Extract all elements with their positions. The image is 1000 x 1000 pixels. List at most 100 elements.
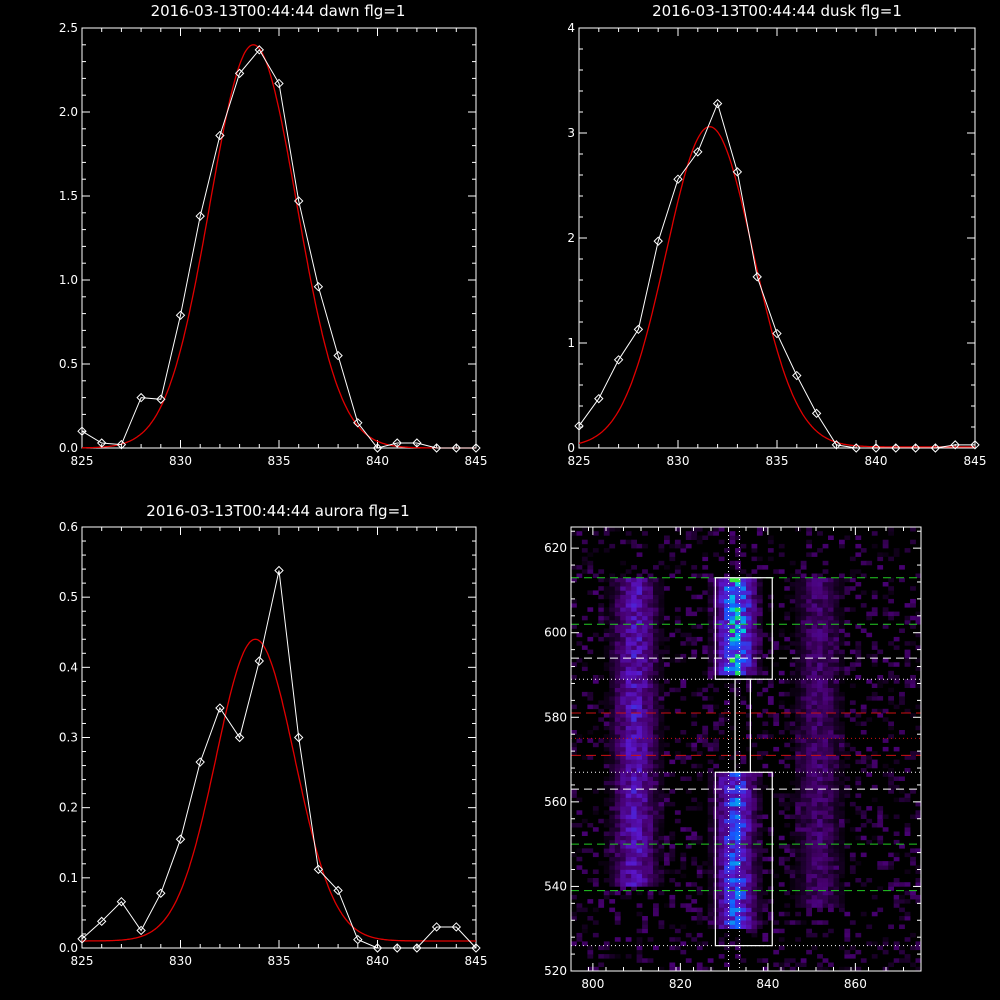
heatmap-pixel bbox=[664, 691, 670, 697]
heatmap-pixel bbox=[658, 742, 665, 748]
heatmap-pixel bbox=[756, 577, 763, 583]
heatmap-pixel bbox=[822, 700, 829, 705]
heatmap-pixel bbox=[603, 649, 610, 655]
heatmap-pixel bbox=[707, 835, 714, 841]
heatmap-pixel bbox=[756, 844, 763, 849]
heatmap-pixel bbox=[713, 670, 719, 676]
heatmap-pixel bbox=[729, 797, 736, 803]
heatmap-pixel bbox=[882, 607, 889, 612]
heatmap-pixel bbox=[740, 882, 747, 887]
heatmap-pixel bbox=[844, 793, 851, 798]
heatmap-pixel bbox=[822, 658, 829, 663]
heatmap-pixel bbox=[718, 941, 725, 946]
heatmap-pixel bbox=[669, 632, 676, 638]
heatmap-pixel bbox=[718, 645, 725, 650]
heatmap-pixel bbox=[609, 776, 616, 781]
heatmap-pixel bbox=[740, 772, 747, 777]
heatmap-pixel bbox=[806, 865, 812, 870]
heatmap-pixel bbox=[800, 675, 807, 680]
dusk-data-point bbox=[752, 272, 762, 282]
heatmap-pixel bbox=[839, 670, 845, 676]
heatmap-pixel bbox=[576, 865, 583, 870]
heatmap-pixel bbox=[707, 894, 714, 900]
heatmap-pixel bbox=[806, 831, 812, 836]
heatmap-pixel bbox=[828, 899, 834, 904]
heatmap-pixel bbox=[849, 746, 856, 752]
heatmap-pixel bbox=[691, 763, 698, 769]
heatmap-pixel bbox=[817, 708, 823, 714]
heatmap-pixel bbox=[631, 628, 637, 633]
heatmap-pixel bbox=[746, 818, 752, 824]
heatmap-pixel bbox=[795, 789, 801, 794]
heatmap-pixel bbox=[642, 920, 648, 925]
heatmap-pixel bbox=[707, 620, 714, 625]
heatmap-pixel bbox=[653, 763, 659, 769]
heatmap-pixel bbox=[631, 856, 637, 862]
heatmap-pixel bbox=[893, 784, 900, 790]
heatmap-pixel bbox=[625, 658, 632, 663]
heatmap-pixel bbox=[800, 886, 807, 891]
heatmap-pixel bbox=[669, 658, 676, 663]
heatmap-pixel bbox=[636, 958, 643, 963]
heatmap-pixel bbox=[806, 607, 812, 612]
heatmap-pixel bbox=[653, 911, 659, 917]
heatmap-pixel bbox=[620, 670, 626, 676]
dusk-xtick-label: 825 bbox=[568, 454, 591, 468]
heatmap-pixel bbox=[696, 772, 703, 777]
heatmap-pixel bbox=[822, 662, 829, 667]
heatmap-pixel bbox=[664, 636, 670, 642]
heatmap-pixel bbox=[713, 911, 719, 917]
heatmap-pixel bbox=[822, 831, 829, 836]
heatmap-pixel bbox=[636, 801, 643, 807]
heatmap-pixel bbox=[642, 603, 648, 608]
heatmap-pixel bbox=[680, 696, 687, 701]
heatmap-pixel bbox=[696, 966, 703, 971]
dawn-data-point bbox=[175, 310, 186, 320]
heatmap-pixel bbox=[839, 620, 845, 625]
heatmap-pixel bbox=[658, 966, 665, 971]
heatmap-pixel bbox=[789, 738, 796, 743]
heatmap-pixel bbox=[631, 594, 637, 600]
heatmap-pixel bbox=[877, 556, 884, 562]
heatmap-pixel bbox=[636, 590, 643, 595]
heatmap-pixel bbox=[718, 780, 725, 786]
heatmap-pixel bbox=[839, 945, 845, 951]
heatmap-pixel bbox=[571, 742, 577, 748]
heatmap-pixel bbox=[620, 751, 626, 756]
heatmap-pixel bbox=[603, 835, 610, 841]
dusk-title: 2016-03-13T00:44:44 dusk flg=1 bbox=[652, 2, 902, 20]
heatmap-pixel bbox=[806, 687, 812, 693]
heatmap-pixel bbox=[795, 856, 801, 862]
heatmap-pixel bbox=[910, 861, 916, 866]
heatmap-pixel bbox=[855, 827, 862, 832]
heatmap-pixel bbox=[713, 920, 719, 925]
heatmap-pixel bbox=[625, 831, 632, 836]
heatmap-pixel bbox=[647, 882, 654, 887]
heatmap-pixel bbox=[713, 882, 719, 887]
aurora-ytick-label: 0.0 bbox=[59, 941, 78, 955]
heatmap-pixel bbox=[658, 814, 665, 819]
heatmap-pixel bbox=[746, 590, 752, 595]
heatmap-pixel bbox=[664, 586, 670, 591]
heatmap-pixel bbox=[696, 890, 703, 896]
heatmap-pixel bbox=[571, 852, 577, 858]
heatmap-pixel bbox=[828, 645, 834, 650]
heatmap-pixel bbox=[811, 641, 818, 646]
heatmap-pixel bbox=[784, 911, 791, 917]
dusk-data-point bbox=[594, 393, 604, 404]
heatmap-pixel bbox=[664, 539, 670, 545]
heatmap-pixel bbox=[729, 636, 736, 642]
heatmap-pixel bbox=[795, 607, 801, 612]
heatmap-pixel bbox=[877, 823, 884, 828]
heatmap-pixel bbox=[828, 535, 834, 540]
heatmap-pixel bbox=[685, 543, 692, 549]
heatmap-pixel bbox=[871, 941, 878, 946]
heatmap-pixel bbox=[828, 577, 834, 583]
heatmap-pixel bbox=[839, 839, 845, 845]
dawn-data-point bbox=[451, 443, 462, 453]
heatmap-pixel bbox=[866, 632, 873, 638]
heatmap-pixel bbox=[740, 653, 747, 659]
heatmap-pixel bbox=[642, 810, 648, 815]
heatmap-pixel bbox=[746, 577, 752, 583]
